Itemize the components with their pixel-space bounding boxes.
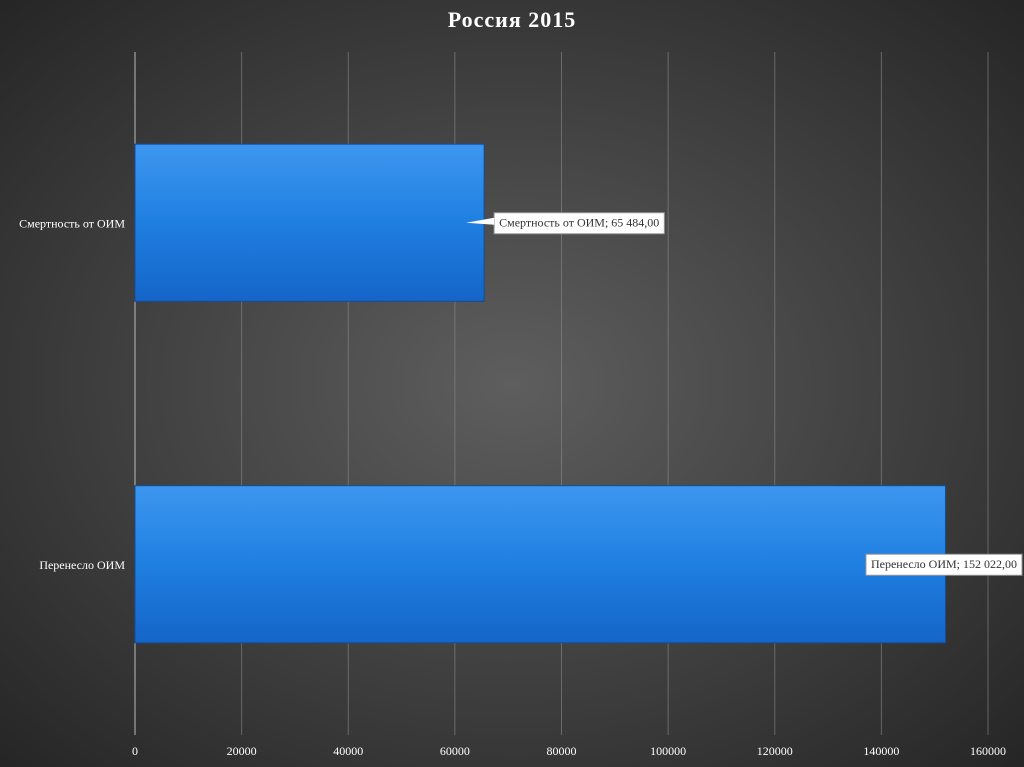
chart-title: Россия 2015 — [448, 7, 577, 32]
x-tick-label: 20000 — [227, 744, 257, 758]
y-tick-label: Смертность от ОИМ — [19, 217, 125, 231]
x-tick-label: 40000 — [333, 744, 363, 758]
x-tick-label: 100000 — [650, 744, 686, 758]
x-tick-label: 0 — [132, 744, 138, 758]
x-tick-label: 80000 — [547, 744, 577, 758]
x-tick-label: 160000 — [970, 744, 1006, 758]
bar — [134, 143, 485, 302]
bar — [134, 485, 946, 644]
y-tick-label: Перенесло ОИМ — [39, 558, 125, 572]
data-label-box — [865, 553, 1023, 576]
x-tick-label: 120000 — [757, 744, 793, 758]
x-tick-label: 140000 — [863, 744, 899, 758]
data-label-pointer — [466, 217, 495, 225]
data-label: Перенесло ОИМ; 152 022,00 — [871, 557, 1017, 571]
x-tick-label: 60000 — [440, 744, 470, 758]
data-label: Смертность от ОИМ; 65 484,00 — [499, 216, 659, 230]
